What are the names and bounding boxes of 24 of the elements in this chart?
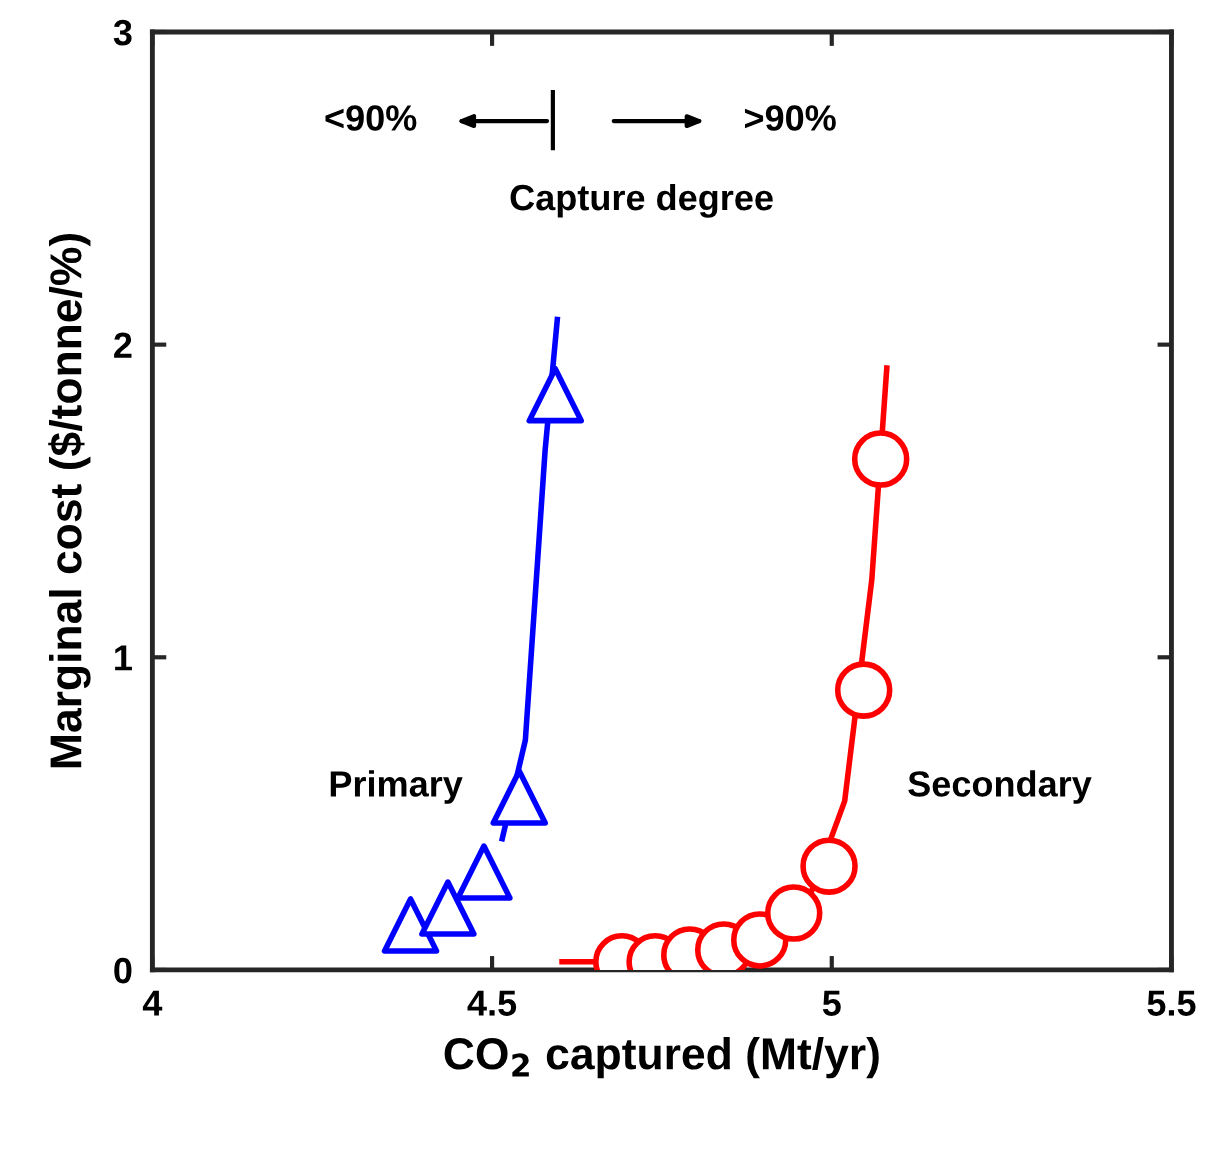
point bbox=[851, 430, 910, 488]
x-axis-title: CO$_{2}$ captured (Mt/yr) bbox=[444, 1036, 879, 1079]
x-tick-label: 4.5 bbox=[467, 990, 517, 1016]
point bbox=[764, 884, 823, 942]
x-tick-label: 4 bbox=[142, 990, 163, 1016]
annotation: <90% bbox=[325, 105, 417, 131]
y-tick-label: 1 bbox=[115, 645, 132, 671]
y-tick-label: 0 bbox=[114, 957, 132, 984]
y-tick-label: 3 bbox=[113, 19, 132, 46]
point bbox=[381, 896, 440, 954]
annotation: >90% bbox=[744, 105, 836, 131]
point bbox=[490, 768, 549, 826]
point bbox=[455, 843, 513, 901]
y-tick-label: 2 bbox=[114, 332, 132, 358]
x-tick-label: 5 bbox=[822, 990, 841, 1016]
y-axis-title: Marginal cost ($/tonne/%) bbox=[48, 233, 91, 768]
point bbox=[800, 837, 858, 895]
series-label: Secondary bbox=[908, 770, 1092, 804]
x-tick-label: 5.5 bbox=[1147, 990, 1196, 1016]
point bbox=[526, 365, 585, 424]
point bbox=[834, 661, 893, 719]
point bbox=[419, 879, 477, 937]
series-label: Primary bbox=[330, 770, 463, 804]
annotation: Capture degree bbox=[510, 183, 773, 218]
